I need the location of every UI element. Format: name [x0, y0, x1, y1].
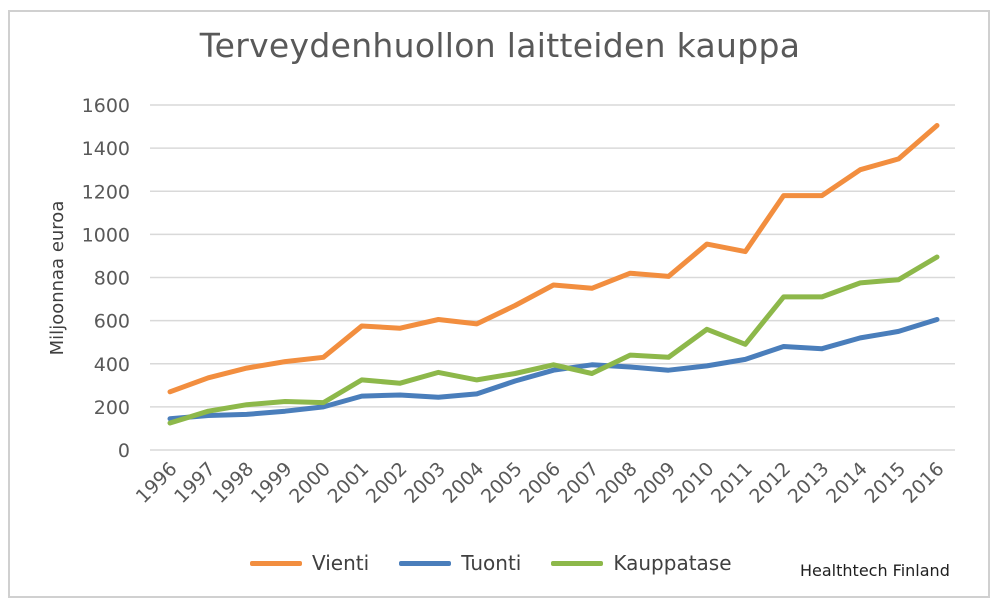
y-tick-label: 1600 — [82, 95, 130, 117]
x-tick-label: 1996 — [132, 458, 182, 508]
y-tick-label: 0 — [118, 440, 130, 462]
series-lines — [167, 123, 940, 426]
y-tick-label: 200 — [94, 397, 130, 419]
y-tick-label: 400 — [94, 354, 130, 376]
x-tick-label: 1999 — [247, 458, 297, 508]
series-line-tuonti — [167, 317, 940, 422]
y-tick-label: 1200 — [82, 181, 130, 203]
gridlines — [150, 104, 955, 451]
series-line-kauppatase — [167, 254, 940, 426]
chart-title: Terveydenhuollon laitteiden kauppa — [199, 26, 801, 65]
x-axis-ticks: 1996199719981999200020012002200320042005… — [132, 458, 949, 508]
x-tick-label: 2001 — [324, 458, 374, 508]
legend-item-kauppatase: Kauppatase — [551, 551, 732, 575]
x-tick-label: 2004 — [439, 458, 489, 508]
x-tick-label: 2008 — [592, 458, 642, 508]
y-tick-label: 600 — [94, 311, 130, 333]
legend-label-vienti: Vienti — [312, 551, 370, 575]
y-axis-ticks: 0 200 400 600 800 1000 1200 1400 1600 — [82, 95, 130, 462]
x-tick-label: 2003 — [400, 458, 450, 508]
x-tick-label: 2013 — [784, 458, 834, 508]
x-tick-label: 2002 — [362, 458, 412, 508]
x-tick-label: 2000 — [285, 458, 335, 508]
x-tick-label: 2006 — [515, 458, 565, 508]
legend-item-vienti: Vienti — [250, 551, 369, 575]
x-tick-label: 2009 — [630, 458, 680, 508]
legend-swatch-vienti — [250, 560, 302, 566]
y-tick-label: 800 — [94, 268, 130, 290]
legend-label-tuonti: Tuonti — [461, 551, 522, 575]
legend-swatch-kauppatase — [551, 560, 604, 566]
legend-swatch-tuonti — [399, 560, 452, 566]
x-tick-label: 2010 — [669, 458, 719, 508]
y-tick-label: 1000 — [82, 224, 130, 246]
legend-item-tuonti: Tuonti — [399, 551, 521, 575]
series-line-vienti — [167, 123, 940, 395]
legend-label-kauppatase: Kauppatase — [613, 551, 732, 575]
x-tick-label: 1998 — [208, 458, 258, 508]
chart-frame — [8, 10, 990, 598]
x-tick-label: 2005 — [477, 458, 527, 508]
source-note: Healthtech Finland — [800, 561, 950, 580]
x-tick-label: 2011 — [707, 458, 757, 508]
y-tick-label: 1400 — [82, 138, 130, 160]
x-tick-label: 2016 — [899, 458, 949, 508]
x-tick-label: 2015 — [860, 458, 910, 508]
x-tick-label: 1997 — [170, 458, 220, 508]
y-axis-title: Miljoonnaa euroa — [47, 201, 68, 356]
x-tick-label: 2012 — [745, 458, 795, 508]
x-tick-label: 2014 — [822, 458, 872, 508]
x-tick-label: 2007 — [554, 458, 604, 508]
legend: Vienti Tuonti Kauppatase — [250, 551, 762, 575]
